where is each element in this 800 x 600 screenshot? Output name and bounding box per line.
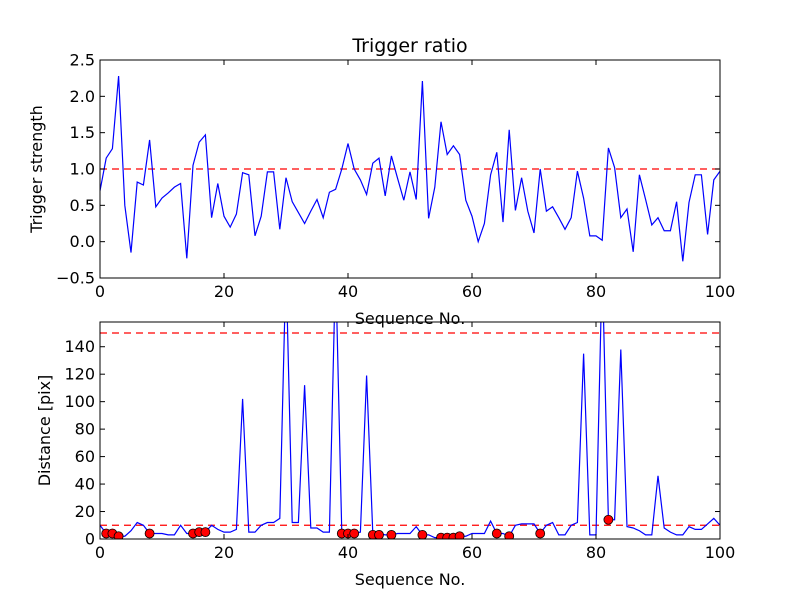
data-point-marker [349,528,360,539]
data-point-marker [386,529,397,539]
y-axis-label: Distance [pix] [35,375,54,487]
x-tick-label: 20 [214,282,234,301]
x-axis-label: Sequence No. [355,570,466,589]
y-tick-label: 20 [75,502,95,521]
plot-area [100,322,720,539]
x-tick-label: 40 [338,543,358,562]
series-line [100,75,720,262]
x-axis-label: Sequence No. [355,309,466,328]
y-tick-label: 1.5 [70,123,95,142]
distance-plot: 0 20 40 60 80 100 0 20 40 60 80 100 120 140 Sequence N… [35,321,736,589]
x-tick-label: 100 [705,543,736,562]
y-tick-label: 40 [75,475,95,494]
x-tick-label: 80 [586,543,606,562]
x-tick-label: 60 [462,543,482,562]
plot-area [100,75,720,262]
x-tick-label: 20 [214,543,234,562]
chart-title: Trigger ratio [351,35,467,57]
data-point-marker [603,514,614,525]
y-tick-label: 80 [75,420,95,439]
data-point-marker [535,528,546,539]
y-tick-label: 2.0 [70,87,95,106]
data-point-marker [200,527,211,538]
data-point-marker [374,529,384,539]
y-tick-label: 60 [75,447,95,466]
x-tick-label: 0 [95,543,105,562]
y-tick-label: 2.5 [70,51,95,70]
data-point-marker [113,531,124,539]
data-point-marker [144,528,155,539]
y-tick-label: 0.0 [70,232,95,251]
trigger-ratio-plot: 0 20 40 60 80 100 −0.5 0.0 0.5 1.0 1.5 2.0 2.5 Sequen… [27,35,735,328]
x-tick-label: 60 [462,282,482,301]
y-tick-label: 1.0 [70,160,95,179]
y-tick-label: 100 [64,392,95,411]
x-tick-label: 100 [705,282,736,301]
data-point-marker [491,528,502,539]
data-point-marker [417,529,428,539]
y-tick-label: 120 [64,365,95,384]
y-tick-label: 0 [85,530,95,549]
y-axis-label: Trigger strength [27,105,46,234]
y-tick-label: −0.5 [56,269,95,288]
y-tick-label: 0.5 [70,196,95,215]
x-tick-label: 80 [586,282,606,301]
axes-frame [99,321,721,540]
x-tick-label: 40 [338,282,358,301]
x-tick-label: 0 [95,282,105,301]
series-line [100,322,720,539]
y-tick-label: 140 [64,337,95,356]
data-point-marker [504,531,515,539]
data-point-marker [454,531,465,539]
